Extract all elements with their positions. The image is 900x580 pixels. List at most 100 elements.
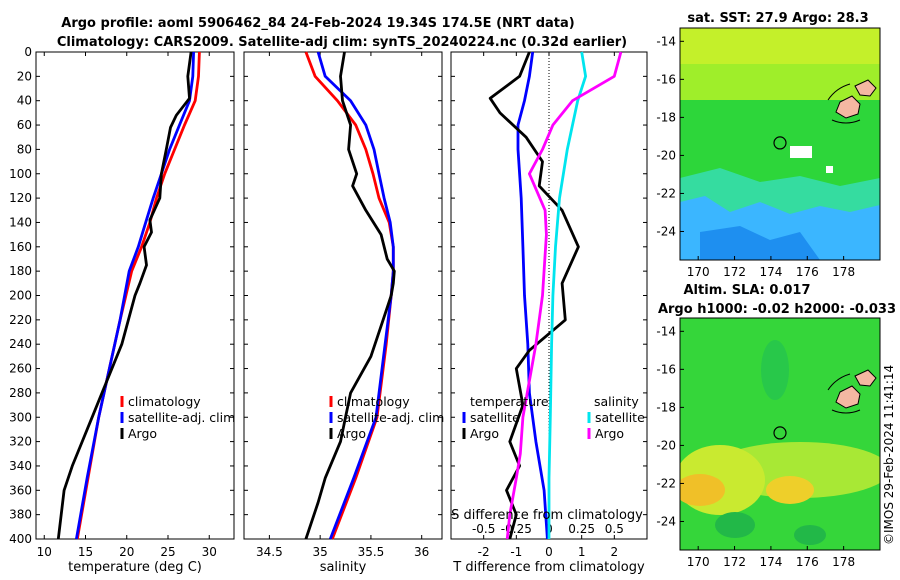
y-tick-label: 80	[17, 142, 32, 156]
s-diff-tick-label: 0.5	[605, 522, 624, 536]
salinity-xlabel: salinity	[320, 560, 367, 575]
map-y-tick-label: -22	[656, 186, 676, 200]
map-y-tick-label: -24	[656, 224, 676, 238]
series-line-satellite-adj-clim	[316, 51, 395, 540]
y-tick-label: 180	[9, 264, 32, 278]
temperature-xlabel: temperature (deg C)	[68, 560, 202, 575]
x-tick-label: 10	[37, 545, 52, 559]
map-y-tick-label: -18	[656, 110, 676, 124]
map-x-tick-label: 170	[687, 265, 710, 279]
y-tick-label: 320	[9, 435, 32, 449]
y-tick-label: 120	[9, 191, 32, 205]
y-tick-label: 280	[9, 386, 32, 400]
title-line-2: Climatology: CARS2009. Satellite-adj cli…	[57, 35, 627, 50]
s-diff-tick-label: 0.25	[568, 522, 595, 536]
sla-low-anomaly	[761, 340, 789, 400]
legend-label-argo: Argo	[128, 426, 157, 441]
x-tick-label: -2	[478, 545, 490, 559]
legend-label-temp-satellite: satellite	[470, 410, 520, 425]
reef-outline	[827, 373, 861, 414]
y-tick-label: 400	[9, 532, 32, 546]
y-tick-label: 360	[9, 483, 32, 497]
map-x-tick-label: 174	[759, 265, 782, 279]
sla-map	[680, 318, 880, 550]
sla-low-anomaly	[715, 512, 755, 538]
temperature-legend: climatology satellite-adj. clim Argo	[120, 394, 235, 441]
legend-header-temperature: temperature	[470, 394, 549, 409]
s-diff-tick-label: -0.25	[501, 522, 532, 536]
map-x-tick-label: 178	[832, 555, 855, 569]
series-line-argo	[304, 51, 396, 540]
map-y-tick-label: -14	[656, 34, 676, 48]
difference-legend-salinity: salinity satellite Argo	[587, 394, 645, 441]
legend-label-satellite: satellite-adj. clim	[128, 410, 235, 425]
series-line-salinity-argo	[505, 51, 623, 540]
x-tick-label: 30	[202, 545, 217, 559]
legend-header-salinity: salinity	[594, 394, 639, 409]
y-tick-label: 60	[17, 118, 32, 132]
sst-map-title: sat. SST: 27.9 Argo: 28.3	[687, 11, 868, 26]
map-x-tick-label: 174	[759, 555, 782, 569]
sst-cloud-gap	[790, 146, 812, 158]
difference-legend-temperature: temperature satellite Argo	[462, 394, 549, 441]
map-y-tick-label: -18	[656, 400, 676, 414]
y-tick-label: 380	[9, 508, 32, 522]
sla-high-anomaly	[766, 476, 814, 504]
s-diff-tick-label: -0.5	[472, 522, 495, 536]
map-y-tick-label: -20	[656, 148, 676, 162]
sst-north-band-top	[680, 28, 880, 64]
legend-label-climatology: climatology	[128, 394, 201, 409]
fiji-island	[835, 95, 861, 119]
map-y-tick-label: -16	[656, 72, 676, 86]
y-tick-label: 260	[9, 362, 32, 376]
series-line-salinity-satellite	[547, 51, 587, 539]
x-tick-label: 35.5	[358, 545, 385, 559]
y-tick-label: 220	[9, 313, 32, 327]
x-tick-label: 15	[78, 545, 93, 559]
sla-high-anomaly	[680, 474, 725, 506]
y-tick-label: 20	[17, 69, 32, 83]
fiji-island	[854, 79, 877, 97]
series-line-temperature-satellite	[516, 51, 549, 540]
map-y-tick-label: -16	[656, 362, 676, 376]
map-y-tick-label: -24	[656, 514, 676, 528]
x-tick-label: 20	[119, 545, 134, 559]
y-tick-label: 340	[9, 459, 32, 473]
x-tick-label: 25	[160, 545, 175, 559]
sst-map	[680, 28, 880, 260]
x-tick-label: 2	[611, 545, 619, 559]
x-tick-label: -1	[510, 545, 522, 559]
x-tick-label: 35	[313, 545, 328, 559]
legend-label-climatology: climatology	[337, 394, 410, 409]
y-tick-label: 100	[9, 167, 32, 181]
y-tick-label: 160	[9, 240, 32, 254]
sla-low-anomaly	[794, 525, 826, 545]
salinity-panel	[243, 51, 443, 540]
series-line-satellite-adj-clim	[75, 51, 195, 540]
map-x-tick-label: 172	[723, 555, 746, 569]
map-y-tick-label: -22	[656, 476, 676, 490]
map-x-tick-label: 178	[832, 265, 855, 279]
fiji-island	[835, 385, 861, 409]
map-x-tick-label: 170	[687, 555, 710, 569]
title-line-1: Argo profile: aoml 5906462_84 24-Feb-202…	[61, 16, 574, 31]
map-x-tick-label: 172	[723, 265, 746, 279]
map-y-tick-label: -14	[656, 324, 676, 338]
y-tick-label: 300	[9, 410, 32, 424]
sst-mid-cyan	[680, 168, 880, 214]
y-tick-label: 200	[9, 289, 32, 303]
sla-map-frame	[679, 317, 881, 551]
legend-label-sal-argo: Argo	[595, 426, 624, 441]
argo-location-marker	[773, 136, 787, 150]
imos-credit: ©IMOS 29-Feb-2024 11:41:14	[882, 365, 896, 545]
map-x-tick-label: 176	[796, 555, 819, 569]
reef-outline	[827, 83, 861, 124]
salinity-legend: climatology satellite-adj. clim Argo	[329, 394, 444, 441]
fiji-island	[854, 369, 877, 387]
y-tick-label: 40	[17, 94, 32, 108]
x-tick-label: 0	[545, 545, 553, 559]
sst-cool-water-deep	[700, 226, 820, 260]
legend-label-argo: Argo	[337, 426, 366, 441]
series-line-argo	[56, 51, 193, 540]
